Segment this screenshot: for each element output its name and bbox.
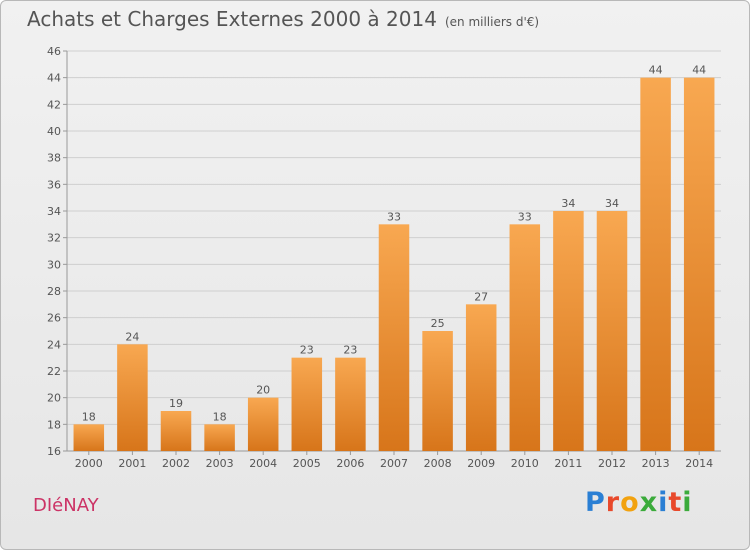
chart-title: Achats et Charges Externes 2000 à 2014 (e… <box>27 7 539 31</box>
data-label-2008: 25 <box>431 317 445 330</box>
bar-2005 <box>291 357 323 451</box>
y-tick-label: 30 <box>47 258 61 271</box>
logo-letter: i <box>682 487 693 518</box>
data-label-2011: 34 <box>561 197 575 210</box>
y-tick-label: 42 <box>47 98 61 111</box>
x-tick-label-2002: 2002 <box>162 457 190 470</box>
labels: 16 18 20 22 24 26 28 30 32 34 36 38 40 42 44 46 18 2000 24… <box>47 45 713 470</box>
bar-2014 <box>683 77 715 452</box>
data-label-2014: 44 <box>692 64 706 77</box>
bar-2007 <box>378 224 410 451</box>
x-tick-label-2007: 2007 <box>380 457 408 470</box>
y-tick-label: 40 <box>47 125 61 138</box>
data-label-2005: 23 <box>300 344 314 357</box>
chart-title-text: Achats et Charges Externes 2000 à 2014 <box>27 7 437 31</box>
x-tick-label-2012: 2012 <box>598 457 626 470</box>
x-tick-label-2000: 2000 <box>75 457 103 470</box>
bar-2012 <box>596 211 628 451</box>
commune-name: DIéNAY <box>33 495 99 516</box>
y-tick-label: 46 <box>47 45 61 58</box>
logo-letter: P <box>585 487 606 518</box>
bar-2008 <box>422 331 453 451</box>
y-tick-label: 20 <box>47 392 61 405</box>
data-label-2001: 24 <box>125 330 139 343</box>
y-tick-label: 38 <box>47 152 61 165</box>
y-tick-label: 22 <box>47 365 61 378</box>
x-tick-label-2005: 2005 <box>293 457 321 470</box>
x-tick-label-2004: 2004 <box>249 457 277 470</box>
logo-letter: t <box>668 487 683 518</box>
data-label-2000: 18 <box>82 410 96 423</box>
y-tick-label: 24 <box>47 338 61 351</box>
data-label-2004: 20 <box>256 384 270 397</box>
chart-subtitle: (en milliers d'€) <box>444 15 540 29</box>
logo-letter: i <box>658 487 669 518</box>
y-tick-label: 28 <box>47 285 61 298</box>
x-tick-label-2010: 2010 <box>511 457 539 470</box>
x-tick-label-2008: 2008 <box>424 457 452 470</box>
x-tick-label-2014: 2014 <box>685 457 713 470</box>
bar-2003 <box>204 424 235 451</box>
logo-letter: x <box>639 487 659 518</box>
data-label-2003: 18 <box>213 410 227 423</box>
logo-letter: r <box>605 487 621 518</box>
bar-2006 <box>335 357 366 451</box>
bars <box>73 77 715 452</box>
x-tick-label-2009: 2009 <box>467 457 495 470</box>
y-tick-label: 32 <box>47 232 61 245</box>
y-tick-label: 16 <box>47 445 61 458</box>
bar-2002 <box>160 411 192 451</box>
bar-2000 <box>73 424 105 451</box>
x-tick-label-2006: 2006 <box>336 457 364 470</box>
y-tick-label: 34 <box>47 205 61 218</box>
bar-2001 <box>117 344 148 451</box>
data-label-2002: 19 <box>169 397 183 410</box>
logo-letter: o <box>620 487 640 518</box>
bar-2011 <box>553 211 584 451</box>
bar-2004 <box>247 397 279 451</box>
y-tick-label: 44 <box>47 72 61 85</box>
x-tick-label-2013: 2013 <box>642 457 670 470</box>
data-label-2006: 23 <box>343 344 357 357</box>
y-tick-label: 18 <box>47 418 61 431</box>
bar-2013 <box>640 77 671 452</box>
data-label-2007: 33 <box>387 210 401 223</box>
data-label-2009: 27 <box>474 290 488 303</box>
x-tick-label-2003: 2003 <box>206 457 234 470</box>
y-tick-label: 26 <box>47 312 61 325</box>
bar-2010 <box>509 224 541 451</box>
data-label-2013: 44 <box>649 64 663 77</box>
bar-2009 <box>465 304 497 451</box>
proxiti-logo[interactable]: Proxiti <box>585 487 693 518</box>
x-tick-label-2001: 2001 <box>118 457 146 470</box>
data-label-2010: 33 <box>518 210 532 223</box>
x-tick-label-2011: 2011 <box>554 457 582 470</box>
data-label-2012: 34 <box>605 197 619 210</box>
y-tick-label: 36 <box>47 178 61 191</box>
